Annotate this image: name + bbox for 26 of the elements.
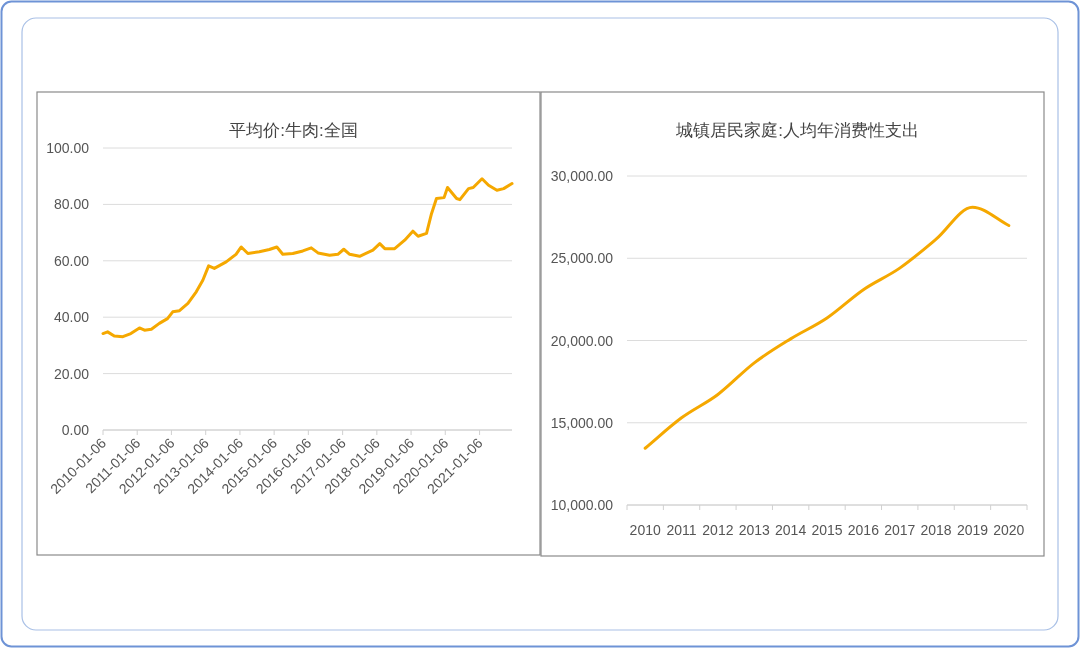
x-tick-label: 2013 — [738, 522, 771, 538]
x-tick-label: 2014 — [775, 522, 807, 538]
x-tick-label: 2015 — [811, 522, 843, 538]
y-tick-label: 30,000.00 — [550, 168, 614, 184]
y-tick-label: 20.00 — [53, 365, 90, 382]
y-tick-label: 20,000.00 — [550, 332, 614, 349]
x-tick-label: 2011 — [666, 522, 697, 538]
y-tick-label: 0.00 — [61, 422, 90, 438]
y-tick-label: 10,000.00 — [550, 497, 614, 513]
x-tick-label: 2019 — [956, 522, 989, 538]
y-tick-label: 60.00 — [53, 252, 90, 269]
y-tick-label: 25,000.00 — [550, 250, 614, 267]
y-tick-label: 15,000.00 — [550, 414, 614, 431]
line-series — [101, 177, 514, 339]
y-tick-label: 100.00 — [46, 140, 90, 156]
x-tick-label: 2017 — [884, 522, 916, 538]
y-tick-label: 80.00 — [53, 196, 90, 213]
line-series — [643, 205, 1011, 450]
y-tick-label: 40.00 — [53, 309, 90, 326]
x-tick-label: 2020 — [993, 522, 1025, 538]
x-tick-label: 2018 — [920, 522, 952, 538]
x-tick-label: 2010 — [629, 522, 661, 538]
chart-title: 城镇居民家庭:人均年消费性支出 — [675, 121, 919, 140]
x-tick-label: 2016 — [847, 522, 880, 538]
chart-title: 平均价:牛肉:全国 — [229, 121, 358, 140]
x-tick-label: 2012 — [702, 522, 734, 538]
